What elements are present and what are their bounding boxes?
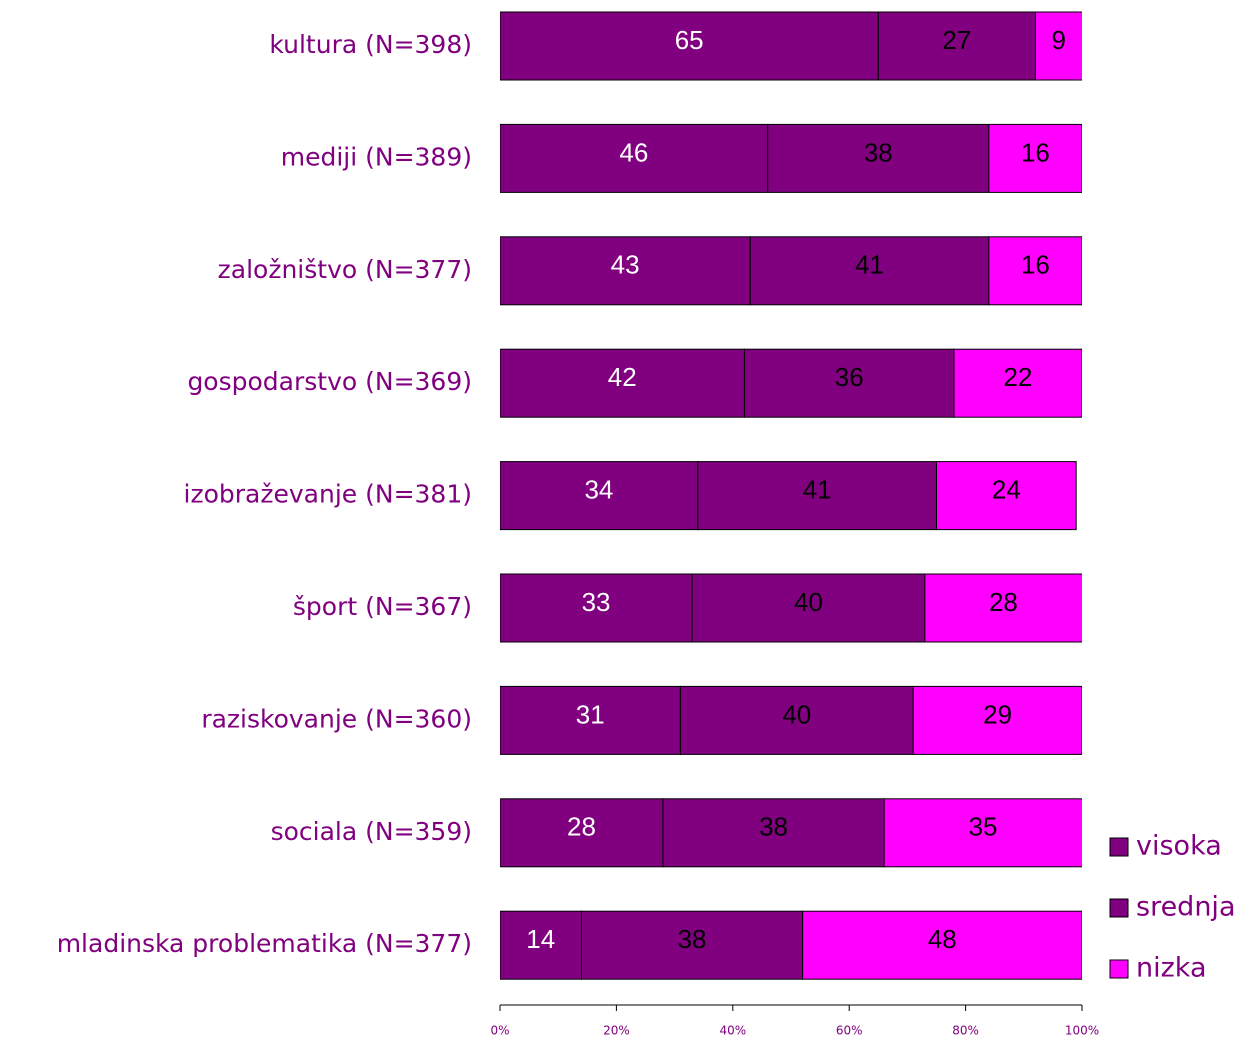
bar-segment [936,461,1077,531]
value-label: 28 [989,587,1018,617]
value-label: 40 [794,587,823,617]
value-label: 9 [1051,25,1065,55]
x-tick-label: 100% [1065,1024,1099,1038]
x-tick-label: 20% [603,1024,630,1038]
plot-area [500,11,1082,980]
legend-label: visoka [1136,831,1222,862]
bar-segment [953,348,1082,418]
bar-segment [767,123,990,193]
bar-segment [1034,11,1082,81]
value-label: 65 [675,25,704,55]
value-label: 42 [608,362,637,392]
y-tick-label: gospodarstvo (N=369) [187,367,472,396]
y-tick-label: sociala (N=359) [271,817,472,846]
value-label: 31 [576,699,605,729]
legend-label: srednja [1136,892,1235,923]
bar-segment [679,685,914,755]
value-label: 35 [969,812,998,842]
x-tick-label: 40% [719,1024,746,1038]
bar-segment [802,910,1082,980]
bar-segment [924,573,1082,643]
value-label: 41 [803,474,832,504]
y-tick-label: izobraževanje (N=381) [184,480,472,509]
value-label: 29 [983,699,1012,729]
value-label: 27 [942,25,971,55]
value-label: 43 [611,250,640,280]
legend-swatch [1109,959,1129,979]
y-tick-label: raziskovanje (N=360) [201,704,472,733]
x-tick-label: 60% [836,1024,863,1038]
value-label: 28 [567,812,596,842]
x-tick-label: 80% [952,1024,979,1038]
value-label: 24 [992,474,1021,504]
value-label: 46 [619,137,648,167]
y-tick-label: mladinska problematika (N=377) [57,929,472,958]
value-label: 33 [582,587,611,617]
bar-segment [500,685,681,755]
value-label: 38 [678,924,707,954]
bar-segment [500,123,769,193]
bar-segment [500,910,582,980]
bar-segment [500,461,699,531]
y-tick-label: mediji (N=389) [281,142,472,171]
legend-label: nizka [1136,953,1207,984]
legend-swatch [1109,898,1129,918]
bar-segment [988,236,1082,306]
bar-segment [988,123,1082,193]
value-label: 36 [835,362,864,392]
value-label: 16 [1021,250,1050,280]
bar-segment [743,348,955,418]
bar-segment [697,461,937,531]
bar-segment [500,236,751,306]
value-label: 14 [526,924,555,954]
y-tick-label: kultura (N=398) [269,30,472,59]
bar-segment [912,685,1082,755]
bar-segment [691,573,926,643]
value-label: 41 [855,250,884,280]
value-label: 16 [1021,137,1050,167]
bar-segment [580,910,804,980]
bar-segment [500,11,879,81]
bar-segment [883,798,1082,868]
bar-segment [500,798,664,868]
legend-swatch [1109,837,1129,857]
bar-segment [500,348,745,418]
bar-segment [877,11,1036,81]
value-label: 34 [584,474,613,504]
value-label: 38 [759,812,788,842]
x-tick-label: 0% [490,1024,509,1038]
bar-segment [662,798,885,868]
bar-segment [749,236,990,306]
y-tick-label: šport (N=367) [293,592,472,621]
value-label: 40 [782,699,811,729]
value-label: 38 [864,137,893,167]
value-label: 22 [1004,362,1033,392]
y-tick-label: založništvo (N=377) [218,255,472,284]
bar-segment [500,573,693,643]
value-label: 48 [928,924,957,954]
